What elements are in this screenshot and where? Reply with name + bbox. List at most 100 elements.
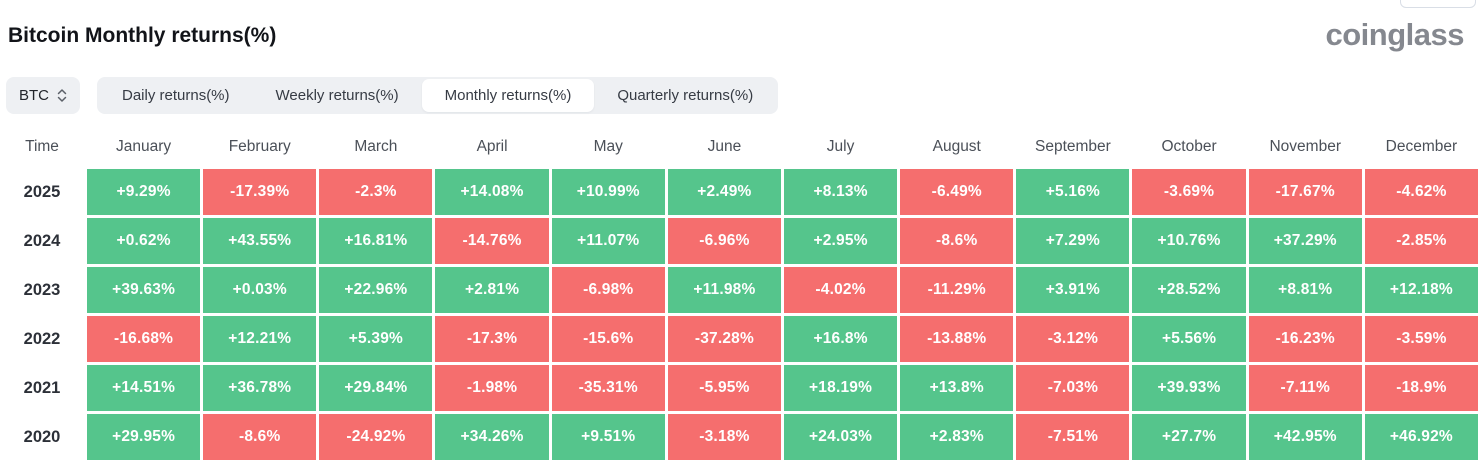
return-cell: +2.81% <box>435 267 549 313</box>
symbol-select[interactable]: BTC <box>6 77 80 114</box>
return-cell: +0.03% <box>203 267 317 313</box>
controls-row: BTC Daily returns(%) Weekly returns(%) M… <box>6 77 1480 114</box>
return-cell: -11.29% <box>900 267 1014 313</box>
return-cell: +8.81% <box>1248 267 1362 313</box>
month-header: March <box>354 137 398 155</box>
return-cell: +10.76% <box>1132 218 1246 264</box>
return-cell: +5.56% <box>1132 316 1246 362</box>
return-cell: -8.6% <box>900 218 1014 264</box>
year-label: 2025 <box>23 182 61 201</box>
return-cell: -18.9% <box>1364 365 1478 411</box>
return-cell: -5.95% <box>667 365 781 411</box>
return-cell: -16.23% <box>1248 316 1362 362</box>
return-cell: +3.91% <box>1016 267 1130 313</box>
return-cell: +12.21% <box>203 316 317 362</box>
month-header: February <box>228 137 291 155</box>
return-cell: +28.52% <box>1132 267 1246 313</box>
year-label: 2021 <box>23 378 61 397</box>
return-cell: +9.29% <box>87 169 201 215</box>
return-cell: -2.3% <box>319 169 433 215</box>
return-cell: -4.62% <box>1364 169 1478 215</box>
time-column-header: Time <box>25 137 59 155</box>
month-header: June <box>707 137 742 155</box>
tab-daily-returns[interactable]: Daily returns(%) <box>122 87 230 104</box>
return-cell: +5.39% <box>319 316 433 362</box>
year-label: 2020 <box>23 427 61 446</box>
month-header: September <box>1034 137 1111 155</box>
return-cell: +22.96% <box>319 267 433 313</box>
return-cell: -17.39% <box>203 169 317 215</box>
month-header: January <box>116 137 172 155</box>
return-cell: -13.88% <box>900 316 1014 362</box>
return-cell: -15.6% <box>551 316 665 362</box>
month-header: July <box>826 137 855 155</box>
return-cell: +34.26% <box>435 414 549 460</box>
return-cell: -6.96% <box>667 218 781 264</box>
return-cell: -7.11% <box>1248 365 1362 411</box>
return-cell: -24.92% <box>319 414 433 460</box>
tab-weekly-returns[interactable]: Weekly returns(%) <box>275 87 399 104</box>
return-cell: +12.18% <box>1364 267 1478 313</box>
return-cell: +29.95% <box>87 414 201 460</box>
return-cell: -2.85% <box>1364 218 1478 264</box>
return-cell: +13.8% <box>900 365 1014 411</box>
tab-quarterly-returns[interactable]: Quarterly returns(%) <box>617 87 754 104</box>
month-header: November <box>1269 137 1341 155</box>
return-cell: +18.19% <box>783 365 898 411</box>
return-cell: +46.92% <box>1364 414 1478 460</box>
return-cell: -16.68% <box>87 316 201 362</box>
page-title: Bitcoin Monthly returns(%) <box>8 24 277 47</box>
year-label: 2024 <box>23 231 61 250</box>
return-cell: -14.76% <box>435 218 549 264</box>
return-cell: +7.29% <box>1016 218 1130 264</box>
share-button-label: Share <box>1429 0 1465 1</box>
return-cell: -35.31% <box>551 365 665 411</box>
return-cell: -37.28% <box>667 316 781 362</box>
return-cell: -3.69% <box>1132 169 1246 215</box>
tab-monthly-returns[interactable]: Monthly returns(%) <box>421 79 595 112</box>
return-cell: +11.98% <box>667 267 781 313</box>
year-label: 2022 <box>23 329 61 348</box>
return-cell: +2.95% <box>783 218 898 264</box>
symbol-select-value: BTC <box>19 87 49 104</box>
return-cell: +29.84% <box>319 365 433 411</box>
return-cell: -3.18% <box>667 414 781 460</box>
return-cell: +14.51% <box>87 365 201 411</box>
return-cell: +39.93% <box>1132 365 1246 411</box>
return-cell: +42.95% <box>1248 414 1362 460</box>
return-cell: +5.16% <box>1016 169 1130 215</box>
return-cell: +2.83% <box>900 414 1014 460</box>
month-header: October <box>1161 137 1217 155</box>
return-cell: -3.12% <box>1016 316 1130 362</box>
return-cell: -6.49% <box>900 169 1014 215</box>
month-header: August <box>932 137 981 155</box>
coinglass-logo: coinglass <box>1325 17 1465 52</box>
return-cell: +0.62% <box>87 218 201 264</box>
topbar: Bitcoin Monthly returns(%) coinglass <box>0 0 1480 70</box>
returns-tab-group: Daily returns(%) Weekly returns(%) Month… <box>97 77 779 114</box>
return-cell: +11.07% <box>551 218 665 264</box>
return-cell: -17.3% <box>435 316 549 362</box>
return-cell: +16.8% <box>783 316 898 362</box>
return-cell: +9.51% <box>551 414 665 460</box>
return-cell: +27.7% <box>1132 414 1246 460</box>
return-cell: +37.29% <box>1248 218 1362 264</box>
year-label: 2023 <box>23 280 61 299</box>
return-cell: -1.98% <box>435 365 549 411</box>
return-cell: +8.13% <box>783 169 898 215</box>
return-cell: +2.49% <box>667 169 781 215</box>
return-cell: -4.02% <box>783 267 898 313</box>
returns-grid: Time January February March April May June July… <box>0 127 1478 460</box>
return-cell: -17.67% <box>1248 169 1362 215</box>
month-header: April <box>476 137 508 155</box>
return-cell: -6.98% <box>551 267 665 313</box>
return-cell: -7.51% <box>1016 414 1130 460</box>
return-cell: +43.55% <box>203 218 317 264</box>
month-header: December <box>1385 137 1458 155</box>
return-cell: -7.03% <box>1016 365 1130 411</box>
return-cell: -3.59% <box>1364 316 1478 362</box>
return-cell: +36.78% <box>203 365 317 411</box>
return-cell: +39.63% <box>87 267 201 313</box>
share-button[interactable]: Share <box>1399 0 1476 8</box>
return-cell: +24.03% <box>783 414 898 460</box>
